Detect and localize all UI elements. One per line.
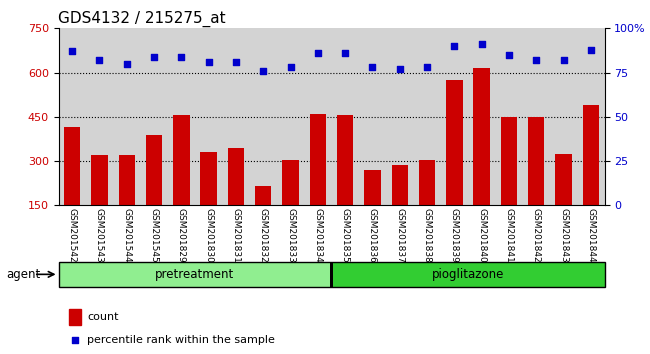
Point — [422, 64, 432, 70]
Bar — [337, 115, 354, 250]
Text: GDS4132 / 215275_at: GDS4132 / 215275_at — [58, 11, 226, 27]
Text: GSM201844: GSM201844 — [586, 208, 595, 263]
Point — [258, 68, 268, 74]
Text: GSM201841: GSM201841 — [504, 208, 514, 263]
Point — [449, 43, 460, 49]
Text: GSM201831: GSM201831 — [231, 208, 240, 263]
Text: GSM201835: GSM201835 — [341, 208, 350, 263]
Text: GSM201838: GSM201838 — [422, 208, 432, 263]
Text: GSM201843: GSM201843 — [559, 208, 568, 263]
Bar — [364, 170, 381, 250]
Text: agent: agent — [6, 268, 41, 281]
Bar — [58, 262, 332, 287]
Text: GSM201544: GSM201544 — [122, 208, 131, 263]
Text: GSM201829: GSM201829 — [177, 208, 186, 263]
Text: GSM201830: GSM201830 — [204, 208, 213, 263]
Point — [504, 52, 514, 58]
Point — [586, 47, 596, 52]
Bar — [173, 115, 190, 250]
Text: pretreatment: pretreatment — [155, 268, 235, 281]
Bar — [419, 160, 436, 250]
Bar — [118, 155, 135, 250]
Point — [94, 57, 105, 63]
Bar — [582, 105, 599, 250]
Bar — [309, 114, 326, 250]
Point — [176, 54, 187, 59]
Point — [122, 61, 132, 67]
Text: GSM201840: GSM201840 — [477, 208, 486, 263]
Text: GSM201842: GSM201842 — [532, 208, 541, 263]
Point — [70, 337, 81, 342]
Point — [285, 64, 296, 70]
Bar — [500, 117, 517, 250]
Text: GSM201839: GSM201839 — [450, 208, 459, 263]
Bar — [200, 152, 217, 250]
Bar — [91, 155, 108, 250]
Text: GSM201545: GSM201545 — [150, 208, 159, 263]
Bar — [473, 68, 490, 250]
Bar — [227, 148, 244, 250]
Bar — [446, 80, 463, 250]
Text: GSM201543: GSM201543 — [95, 208, 104, 263]
Text: pioglitazone: pioglitazone — [432, 268, 504, 281]
Point — [67, 48, 77, 54]
Bar — [64, 127, 81, 250]
Text: count: count — [87, 312, 118, 322]
Text: GSM201837: GSM201837 — [395, 208, 404, 263]
Point — [531, 57, 541, 63]
Bar — [555, 154, 572, 250]
Text: percentile rank within the sample: percentile rank within the sample — [87, 335, 275, 344]
Point — [231, 59, 241, 65]
Bar — [330, 262, 333, 287]
Text: GSM201832: GSM201832 — [259, 208, 268, 263]
Text: GSM201542: GSM201542 — [68, 208, 77, 263]
Point — [476, 41, 487, 47]
Point — [395, 66, 405, 72]
Text: GSM201834: GSM201834 — [313, 208, 322, 263]
Bar — [332, 262, 604, 287]
Point — [340, 50, 350, 56]
Point — [149, 54, 159, 59]
Point — [203, 59, 214, 65]
Bar — [146, 135, 162, 250]
Bar — [528, 117, 545, 250]
Bar — [255, 186, 272, 250]
Bar — [391, 166, 408, 250]
Text: GSM201833: GSM201833 — [286, 208, 295, 263]
Text: GSM201836: GSM201836 — [368, 208, 377, 263]
Point — [313, 50, 323, 56]
Point — [558, 57, 569, 63]
Bar — [282, 160, 299, 250]
Point — [367, 64, 378, 70]
Bar — [70, 309, 81, 325]
